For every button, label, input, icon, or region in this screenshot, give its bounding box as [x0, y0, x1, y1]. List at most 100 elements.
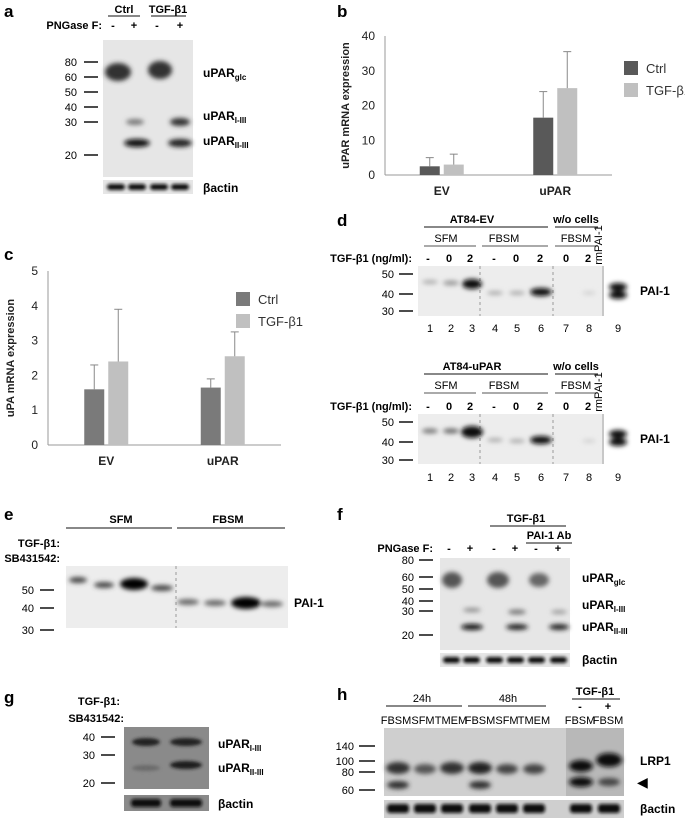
blot-membrane	[418, 266, 604, 316]
y-tick-label: 0	[31, 438, 38, 452]
blot-bands	[386, 753, 622, 789]
time-header: 48h	[499, 693, 517, 705]
panel-letter-d: d	[337, 211, 347, 230]
band-label: PAI-1	[640, 432, 670, 446]
dose-label: TGF-β1 (ng/ml):	[330, 401, 412, 413]
panel-letter-e: e	[4, 505, 13, 524]
dose: 2	[585, 401, 591, 413]
mw-marker: 60	[342, 785, 354, 797]
mw-marker: 30	[83, 750, 95, 762]
mw-marker: 30	[382, 455, 394, 467]
band-label: LRP1	[640, 754, 671, 768]
dose: 0	[513, 401, 519, 413]
panel-letter-f: f	[337, 505, 343, 524]
bar	[200, 387, 221, 445]
dose: 0	[563, 253, 569, 265]
dose: 0	[563, 401, 569, 413]
y-tick-label: 20	[362, 99, 376, 113]
mw-marker: 100	[336, 756, 354, 768]
mw-marker: 50	[22, 585, 34, 597]
band-label-uparglc: uPARglc	[582, 571, 626, 587]
medium-label: SFM	[495, 715, 518, 727]
tgf-label: TGF-β1:	[18, 538, 60, 550]
legend-label: Ctrl	[258, 292, 278, 307]
band-label-uparglc: uPARglc	[203, 66, 247, 82]
lane-number: 1	[427, 472, 433, 484]
band-label: PAI-1	[294, 596, 324, 610]
tgf-label: TGF-β1:	[78, 696, 120, 708]
category-label: uPAR	[207, 454, 239, 468]
medium-label: FBSM	[593, 715, 624, 727]
band-label-upar-i-iii: uPARI-III	[582, 598, 625, 614]
panel-letter-h: h	[337, 685, 347, 704]
antibody-header: PAI-1 Ab	[527, 530, 572, 542]
chart-b: uPAR mRNA expression 0 10 20 30 40 EV uPAR Ctrl T…	[340, 29, 685, 198]
legend-label: TGF-β1	[646, 83, 685, 98]
dose: -	[492, 253, 496, 265]
lane-sign: +	[177, 20, 183, 32]
lane-number: 3	[469, 472, 475, 484]
lane-number: 2	[448, 323, 454, 335]
lane-sign: -	[155, 20, 159, 32]
panel-h: h 24h 48h TGF-β1 - + FBSM SFM TMEM FBSM …	[336, 685, 675, 818]
legend-swatch	[236, 314, 250, 328]
medium-label: FBSM	[381, 715, 412, 727]
panel-f: f TGF-β1 PAI-1 Ab PNGase F: - + - + - + …	[337, 505, 628, 667]
dose: 2	[467, 401, 473, 413]
blot-membrane	[66, 566, 288, 628]
band-label-upar-i-iii: uPARI-III	[203, 109, 246, 125]
lane-number: 5	[514, 472, 520, 484]
medium-label: SFM	[109, 514, 132, 526]
medium-label: FBSM	[489, 380, 520, 392]
lane-number: 6	[538, 472, 544, 484]
medium-label: SFM	[434, 380, 457, 392]
blot-bands	[105, 61, 192, 147]
group-label-ctrl: Ctrl	[115, 4, 134, 16]
loading-membrane	[103, 180, 193, 194]
legend-swatch	[624, 83, 638, 97]
panel-b: b uPAR mRNA expression 0 10 20 30 40 EV uPAR Ctr…	[337, 2, 685, 198]
bar	[419, 166, 440, 175]
panel-letter-a: a	[4, 2, 14, 21]
treatment-header: TGF-β1	[507, 513, 546, 525]
lane-number: 4	[492, 323, 498, 335]
lane-numbers: 1 2 3 4 5 6 7 8 9	[427, 472, 621, 484]
band-label: PAI-1	[640, 284, 670, 298]
panel-letter-g: g	[4, 688, 14, 707]
panel-e: e SFM FBSM TGF-β1: SB431542: 50 40 30 PA…	[4, 505, 324, 637]
lane-sign: -	[447, 543, 451, 555]
mw-marker: 40	[382, 289, 394, 301]
y-tick-label: 0	[368, 168, 375, 182]
lane-number: 2	[448, 472, 454, 484]
band-label-upar-ii-iii: uPARII-III	[582, 620, 628, 636]
legend-label: TGF-β1	[258, 314, 303, 329]
medium-label: FBSM	[465, 715, 496, 727]
group-label-tgf: TGF-β1	[149, 4, 188, 16]
blot-membrane	[103, 40, 193, 177]
blot-bands	[69, 577, 283, 609]
mw-marker: 30	[382, 306, 394, 318]
mw-marker: 20	[83, 778, 95, 790]
standard-label: rmPAI-1	[593, 372, 605, 412]
y-tick-label: 3	[31, 334, 38, 348]
medium-label: SFM	[411, 715, 434, 727]
panel-letter-c: c	[4, 245, 13, 264]
category-label: EV	[434, 184, 450, 198]
blot-bands	[422, 426, 627, 446]
chart-c: uPA mRNA expression 0 1 2 3 4 5 EV uPAR Ctrl TGF-β…	[5, 264, 303, 468]
band-label-upar-ii-iii: uPARII-III	[203, 134, 249, 150]
lane-sign: +	[467, 543, 473, 555]
mw-marker: 40	[22, 603, 34, 615]
bar	[557, 88, 578, 175]
lane-sign: -	[534, 543, 538, 555]
inhibitor-label: SB431542:	[4, 553, 60, 565]
blot-bands	[422, 279, 627, 299]
blot-bands	[132, 738, 202, 771]
mw-marker: 80	[65, 57, 77, 69]
lane-number: 9	[615, 472, 621, 484]
control-header: w/o cells	[552, 361, 599, 373]
medium-label: SFM	[434, 233, 457, 245]
medium-label: FBSM	[561, 233, 592, 245]
bar	[108, 361, 129, 445]
mw-marker: 30	[65, 117, 77, 129]
